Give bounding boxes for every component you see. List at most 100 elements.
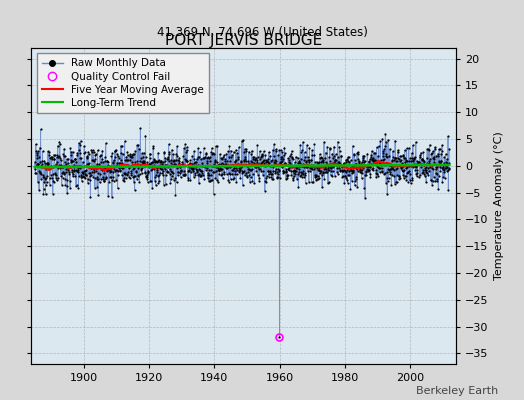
Point <box>67 158 75 165</box>
Point <box>220 169 228 175</box>
Point <box>95 164 104 170</box>
Point <box>155 159 163 165</box>
Point <box>403 170 411 176</box>
Point <box>408 174 416 181</box>
Point <box>348 143 357 149</box>
Point <box>422 155 431 162</box>
Point <box>191 159 199 165</box>
Point <box>256 153 265 160</box>
Point <box>298 170 307 176</box>
Point <box>133 162 141 168</box>
Point <box>122 153 130 160</box>
Point <box>196 167 204 173</box>
Point <box>302 159 310 166</box>
Point <box>424 147 433 154</box>
Point <box>151 159 160 166</box>
Point <box>341 168 350 174</box>
Point <box>255 175 264 181</box>
Point <box>398 164 407 171</box>
Point <box>217 161 225 168</box>
Point <box>36 144 44 151</box>
Point <box>242 146 250 152</box>
Point <box>124 168 133 175</box>
Point <box>369 165 377 171</box>
Point <box>200 163 208 169</box>
Point <box>237 164 246 170</box>
Point <box>181 171 190 177</box>
Point <box>363 163 371 170</box>
Point <box>362 168 370 175</box>
Point <box>222 165 230 172</box>
Point <box>193 168 201 174</box>
Point <box>266 152 275 159</box>
Point <box>70 168 78 174</box>
Point <box>386 169 394 175</box>
Point <box>441 151 450 157</box>
Point <box>323 165 332 172</box>
Point <box>277 159 285 166</box>
Point <box>326 164 335 170</box>
Point <box>353 168 362 174</box>
Point <box>262 159 270 165</box>
Point <box>412 171 420 177</box>
Point <box>217 156 226 162</box>
Point <box>320 169 329 175</box>
Point <box>411 154 419 160</box>
Point <box>433 150 442 157</box>
Point <box>318 184 326 190</box>
Point <box>85 170 94 177</box>
Point <box>315 174 324 181</box>
Point <box>54 175 62 182</box>
Point <box>361 172 369 178</box>
Point <box>299 168 308 174</box>
Point <box>270 141 278 148</box>
Point <box>42 179 51 185</box>
Point <box>440 169 449 176</box>
Point <box>120 178 128 184</box>
Point <box>96 152 105 158</box>
Point <box>234 162 242 168</box>
Point <box>354 149 362 155</box>
Point <box>108 194 116 200</box>
Point <box>362 162 370 169</box>
Point <box>270 160 279 166</box>
Point <box>236 166 244 172</box>
Point <box>266 168 274 174</box>
Point <box>110 166 118 172</box>
Point <box>426 156 434 162</box>
Point <box>189 173 198 180</box>
Point <box>352 160 360 167</box>
Point <box>297 156 305 162</box>
Point <box>34 161 42 168</box>
Point <box>149 158 157 165</box>
Point <box>264 156 272 162</box>
Point <box>295 159 303 165</box>
Point <box>43 172 51 179</box>
Point <box>224 164 232 170</box>
Point <box>116 167 125 173</box>
Point <box>374 172 382 179</box>
Point <box>292 154 300 160</box>
Point <box>333 161 341 167</box>
Point <box>367 152 376 158</box>
Point <box>240 168 248 174</box>
Point <box>85 177 94 184</box>
Point <box>30 166 39 173</box>
Point <box>230 165 238 172</box>
Point <box>184 162 192 168</box>
Point <box>74 140 83 146</box>
Point <box>423 165 432 171</box>
Point <box>332 157 341 163</box>
Point <box>121 170 129 176</box>
Point <box>114 153 123 160</box>
Point <box>416 160 424 167</box>
Point <box>184 168 192 174</box>
Point <box>98 147 106 154</box>
Point <box>391 138 399 144</box>
Point <box>404 178 412 185</box>
Point <box>249 154 257 160</box>
Point <box>288 154 297 160</box>
Point <box>302 164 310 170</box>
Point <box>38 158 46 164</box>
Point <box>350 150 358 157</box>
